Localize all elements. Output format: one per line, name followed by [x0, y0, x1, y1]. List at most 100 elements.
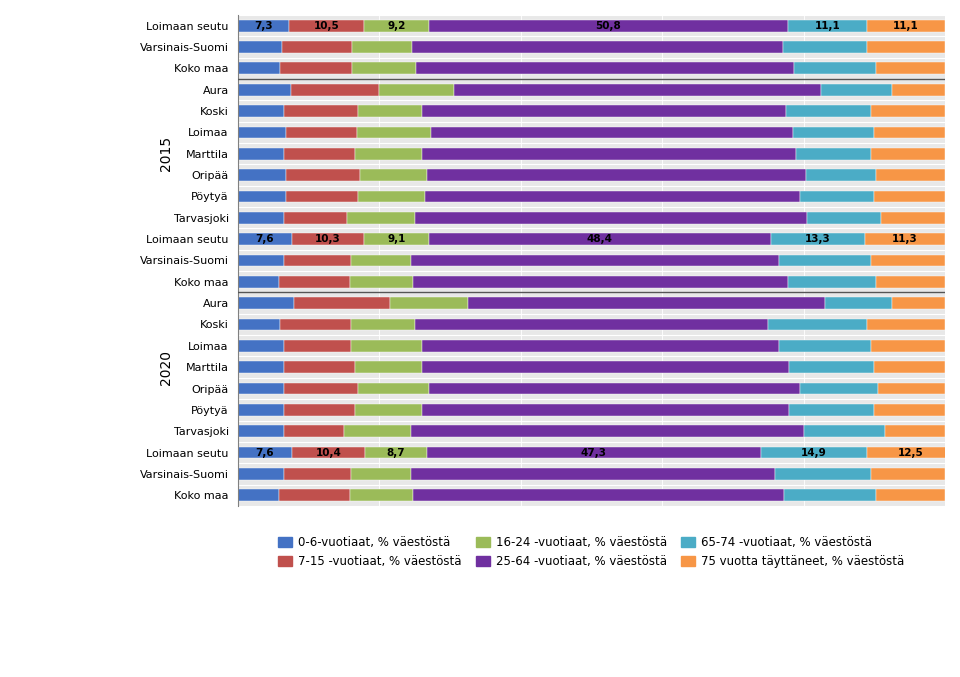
Bar	[360, 169, 427, 181]
Bar	[797, 148, 871, 160]
Bar	[284, 404, 354, 416]
Bar	[865, 234, 945, 245]
Bar	[352, 62, 416, 74]
Bar	[238, 234, 292, 245]
Text: 2015: 2015	[158, 136, 173, 171]
Bar	[284, 383, 358, 395]
Bar	[280, 319, 351, 330]
Bar	[871, 105, 945, 117]
Bar	[238, 340, 284, 351]
Bar	[411, 255, 779, 266]
Bar	[885, 425, 945, 437]
Bar	[238, 84, 291, 95]
Bar	[416, 62, 794, 74]
Bar	[429, 20, 788, 32]
Bar	[761, 447, 867, 458]
Bar	[805, 169, 876, 181]
Bar	[800, 190, 875, 202]
Bar	[876, 169, 945, 181]
Bar	[412, 41, 783, 53]
Bar	[421, 148, 797, 160]
Text: 12,5: 12,5	[898, 447, 924, 458]
Bar	[421, 362, 789, 373]
Bar	[413, 276, 788, 288]
Bar	[427, 169, 805, 181]
Bar	[877, 383, 945, 395]
Bar	[286, 169, 360, 181]
Bar	[238, 297, 295, 309]
Bar	[876, 489, 945, 501]
Bar	[821, 84, 892, 95]
Text: 50,8: 50,8	[595, 21, 621, 30]
Text: 9,1: 9,1	[388, 234, 406, 244]
Bar	[892, 297, 945, 309]
Bar	[238, 62, 279, 74]
Bar	[453, 84, 821, 95]
Bar	[789, 404, 875, 416]
Text: 11,1: 11,1	[893, 21, 919, 30]
Bar	[284, 340, 351, 351]
Bar	[825, 297, 892, 309]
Bar	[290, 20, 364, 32]
Bar	[875, 404, 945, 416]
Bar	[871, 468, 945, 480]
Bar	[238, 447, 292, 458]
Bar	[348, 212, 415, 223]
Bar	[876, 62, 945, 74]
Bar	[284, 105, 358, 117]
Bar	[284, 425, 344, 437]
Bar	[421, 340, 779, 351]
Bar	[238, 319, 280, 330]
Bar	[295, 297, 390, 309]
Text: 14,9: 14,9	[801, 447, 827, 458]
Bar	[793, 127, 875, 138]
Bar	[421, 404, 789, 416]
Text: 48,4: 48,4	[587, 234, 612, 244]
Bar	[867, 447, 955, 458]
Bar	[284, 468, 351, 480]
Bar	[429, 383, 800, 395]
Text: 11,1: 11,1	[814, 21, 840, 30]
Bar	[286, 190, 358, 202]
Bar	[881, 212, 945, 223]
Bar	[238, 425, 284, 437]
Bar	[238, 190, 286, 202]
Bar	[411, 468, 776, 480]
Bar	[238, 127, 286, 138]
Bar	[284, 255, 351, 266]
Bar	[365, 447, 426, 458]
Bar	[867, 319, 945, 330]
Bar	[871, 255, 945, 266]
Bar	[238, 276, 278, 288]
Bar	[238, 255, 284, 266]
Bar	[292, 447, 365, 458]
Text: 7,6: 7,6	[255, 447, 274, 458]
Bar	[426, 447, 761, 458]
Bar	[867, 20, 945, 32]
Bar	[358, 190, 425, 202]
Bar	[351, 340, 421, 351]
Text: 2020: 2020	[158, 349, 173, 385]
Bar	[429, 234, 771, 245]
Bar	[354, 404, 421, 416]
Bar	[344, 425, 411, 437]
Bar	[800, 383, 877, 395]
Bar	[411, 425, 804, 437]
Bar	[284, 212, 348, 223]
Bar	[238, 41, 282, 53]
Text: 7,6: 7,6	[255, 234, 274, 244]
Text: 11,3: 11,3	[892, 234, 918, 244]
Bar	[238, 105, 284, 117]
Text: 10,5: 10,5	[314, 21, 340, 30]
Bar	[413, 489, 784, 501]
Bar	[871, 148, 945, 160]
Bar	[776, 468, 871, 480]
Bar	[351, 319, 415, 330]
Bar	[364, 20, 429, 32]
Bar	[238, 169, 286, 181]
Bar	[788, 20, 867, 32]
Bar	[421, 105, 786, 117]
Bar	[786, 105, 871, 117]
Bar	[278, 276, 349, 288]
Bar	[238, 468, 284, 480]
